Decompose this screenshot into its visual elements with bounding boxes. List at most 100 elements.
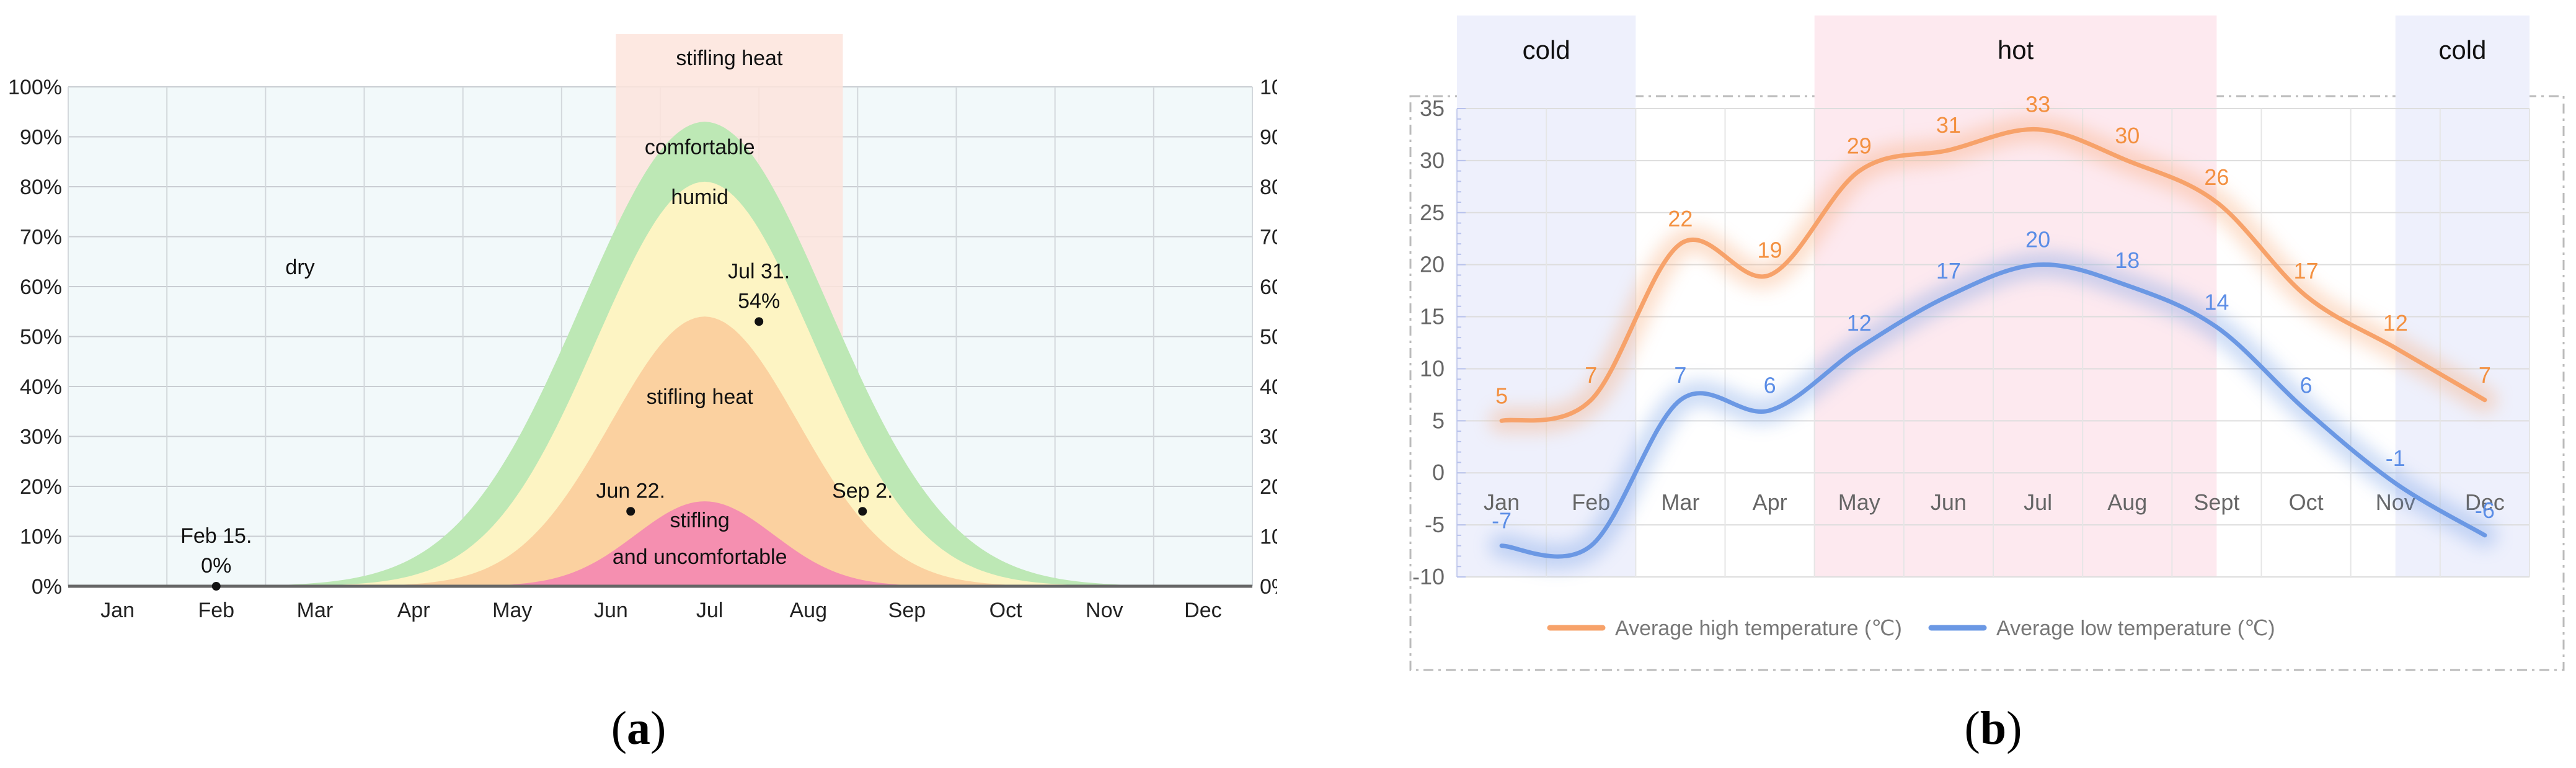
chart-a-point-label: Feb 15. xyxy=(180,524,252,548)
chart-b-y-tick: 25 xyxy=(1420,200,1445,225)
chart-b-data-label-1: 20 xyxy=(2025,227,2050,252)
chart-b-data-label-1: 6 xyxy=(1764,373,1776,398)
chart-b-y-tick: 35 xyxy=(1420,96,1445,121)
chart-b-x-tick: Jun xyxy=(1931,489,1967,515)
chart-b-data-label-0: 29 xyxy=(1847,133,1872,159)
chart-a-y-tick-left: 80% xyxy=(20,176,62,199)
chart-b-data-label-1: -6 xyxy=(2475,498,2495,523)
chart-a-x-tick: Nov xyxy=(1086,599,1123,622)
chart-a-y-tick-left: 0% xyxy=(32,575,62,599)
chart-b-data-label-0: 33 xyxy=(2025,92,2050,117)
chart-b-y-tick: 20 xyxy=(1420,252,1445,277)
chart-b-series-line-1 xyxy=(1499,262,2487,559)
chart-b-data-label-0: 26 xyxy=(2204,164,2229,190)
chart-a-band-label: humid xyxy=(671,185,728,209)
chart-a-y-tick-left: 30% xyxy=(20,426,62,449)
chart-a-point-label: Jun 22. xyxy=(596,479,665,502)
chart-a-points: Feb 15. 0% Jun 22. Jul 31. 54% Sep 2. xyxy=(180,259,893,591)
chart-a-x-tick: Sep xyxy=(888,599,926,622)
chart-a-x-tick: Mar xyxy=(297,599,334,622)
panel-label-a: (a) xyxy=(611,702,666,754)
chart-b-y-tick: 0 xyxy=(1432,460,1445,485)
chart-a-point-label: 54% xyxy=(738,289,780,313)
chart-a-point xyxy=(755,317,764,326)
chart-b-data-labels: 5 7 22 19 29 31 33 30 26 17 12 7 -7 7 6 12 17 20 18 14 6 -1 -6 xyxy=(1492,92,2495,534)
chart-a-band-label: comfortable xyxy=(645,136,755,159)
chart-b-y-tick: -5 xyxy=(1425,512,1445,537)
chart-a-point-label: Sep 2. xyxy=(832,479,893,502)
chart-b-data-label-0: 17 xyxy=(2294,258,2319,284)
chart-a-x-tick: Feb xyxy=(198,599,234,622)
chart-a-point-label: Jul 31. xyxy=(728,259,790,283)
chart-a-x-tick: Dec xyxy=(1184,599,1221,622)
chart-a-point xyxy=(211,582,221,591)
chart-b-legend: Average high temperature (℃) Average low … xyxy=(1547,617,2275,640)
chart-b-x-tick: Aug xyxy=(2107,489,2147,515)
chart-b-x-tick: Sept xyxy=(2193,489,2239,515)
chart-b-data-label-1: 12 xyxy=(1847,310,1872,336)
chart-a-y-tick-right: 0% xyxy=(1260,575,1277,599)
chart-a-point xyxy=(858,507,867,516)
chart-a-x-tick: Jun xyxy=(594,599,628,622)
chart-a-bands xyxy=(68,122,1252,587)
chart-a-y-tick-right: 10% xyxy=(1260,525,1277,549)
chart-a-y-tick-right: 20% xyxy=(1260,475,1277,499)
chart-b-data-label-1: 14 xyxy=(2204,289,2229,315)
chart-b-x-tick: Dec xyxy=(2465,489,2505,515)
chart-a-y-tick-right: 60% xyxy=(1260,275,1277,299)
chart-b-x-tick: May xyxy=(1838,489,1880,515)
chart-a-y-tick-right: 30% xyxy=(1260,426,1277,449)
chart-b-legend-label: Average low temperature (℃) xyxy=(1996,617,2275,640)
chart-a-band-pink xyxy=(68,501,1252,586)
chart-b-data-label-1: -1 xyxy=(2386,445,2406,471)
chart-a-band-label-extra: and uncomfortable xyxy=(613,545,787,569)
chart-a-x-tick: Oct xyxy=(989,599,1022,622)
chart-b-data-label-1: 17 xyxy=(1936,258,1961,284)
chart-b-data-label-1: 7 xyxy=(1674,362,1686,388)
chart-a-x-tick: Apr xyxy=(397,599,430,622)
chart-a-x-tick: Jan xyxy=(100,599,135,622)
chart-b-series-line-0 xyxy=(1499,127,2487,423)
chart-panel-b: cold hot cold -10 -5 0 5 10 15 20 25 30 35 Jan Feb Mar… xyxy=(1389,0,2576,768)
chart-a-dry-label: dry xyxy=(285,256,314,279)
chart-b-frame xyxy=(1409,95,2565,671)
chart-a: stifling heat 0% 0% 10% 10% 20% 20% 30% 30% 40% 4… xyxy=(8,34,1277,622)
chart-b-data-label-0: 22 xyxy=(1668,206,1693,231)
chart-b-x-tick: Jan xyxy=(1484,489,1520,515)
chart-a-x-tick: May xyxy=(492,599,532,622)
chart-a-y-tick-right: 40% xyxy=(1260,375,1277,399)
chart-a-y-tick-left: 70% xyxy=(20,226,62,249)
chart-b-y-tick: 10 xyxy=(1420,355,1445,381)
panel-label-b: (b) xyxy=(1964,702,2022,754)
chart-a-y-tick-left: 100% xyxy=(8,76,62,99)
chart-a-axes: 0% 0% 10% 10% 20% 20% 30% 30% 40% 40% 50% 50% 60% 60%… xyxy=(8,76,1277,622)
chart-b-season-label: cold xyxy=(2438,35,2486,65)
chart-b-y-tick: 5 xyxy=(1432,408,1445,433)
chart-panel-a: stifling heat 0% 0% 10% 10% 20% 20% 30% 30% 40% 4… xyxy=(0,0,1277,768)
chart-b-data-label-0: 5 xyxy=(1495,383,1508,408)
chart-a-point-label: 0% xyxy=(201,554,231,578)
chart-b-data-label-0: 30 xyxy=(2115,123,2140,148)
chart-b-season-label: hot xyxy=(1998,35,2034,65)
chart-b-data-label-1: -7 xyxy=(1492,508,1512,534)
chart-b-x-tick: Jul xyxy=(2024,489,2052,515)
chart-b-y-tick: 15 xyxy=(1420,304,1445,329)
chart-a-x-tick: Aug xyxy=(790,599,828,622)
chart-a-point xyxy=(626,507,635,516)
chart-b-legend-label: Average high temperature (℃) xyxy=(1615,617,1902,640)
chart-b-data-label-0: 7 xyxy=(2479,362,2491,388)
chart-a-y-tick-left: 60% xyxy=(20,275,62,299)
chart-a-x-tick: Jul xyxy=(696,599,723,622)
chart-a-y-tick-left: 10% xyxy=(20,525,62,549)
chart-b-data-label-1: 6 xyxy=(2300,373,2313,398)
chart-a-y-tick-right: 90% xyxy=(1260,126,1277,150)
chart-b-x-tick: Mar xyxy=(1661,489,1699,515)
chart-b-season-label: cold xyxy=(1523,35,1570,65)
chart-b-y-tick: -10 xyxy=(1412,564,1445,589)
chart-b-data-label-0: 19 xyxy=(1758,237,1782,262)
chart-b-x-tick: Apr xyxy=(1753,489,1787,515)
chart-b-y-tick: 30 xyxy=(1420,148,1445,173)
chart-a-labels: comfortable humid stifling heat stifling and… xyxy=(285,136,787,569)
